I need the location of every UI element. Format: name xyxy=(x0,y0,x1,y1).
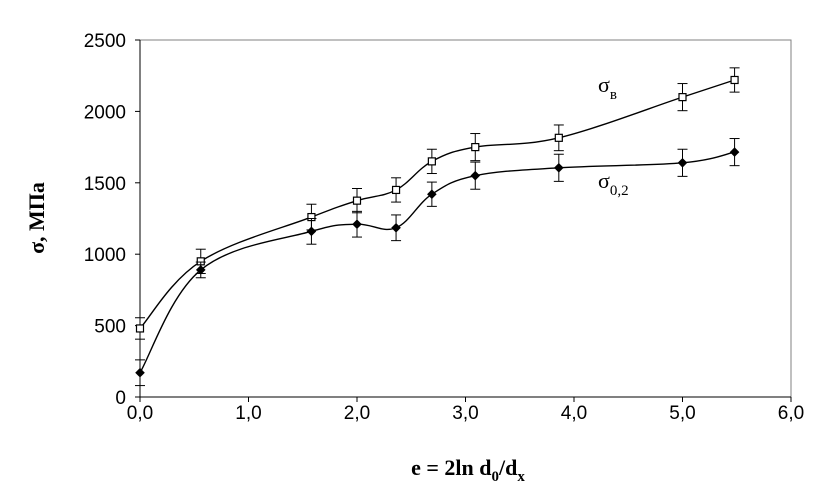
y-tick-label: 1000 xyxy=(84,245,126,266)
y-axis-title: σ, МПа xyxy=(24,182,49,254)
data-point xyxy=(678,93,687,102)
data-point xyxy=(554,133,563,142)
data-point xyxy=(195,265,206,275)
series-0 xyxy=(135,67,740,340)
series-1 xyxy=(135,138,740,387)
data-point xyxy=(135,367,145,378)
x-axis-title-sub1: 0 xyxy=(492,469,500,485)
series-label-sigma-02-sub: 0,2 xyxy=(610,183,629,199)
y-tick-label: 0 xyxy=(115,388,126,409)
data-point xyxy=(427,157,436,166)
data-point xyxy=(471,143,480,152)
data-point xyxy=(729,147,740,157)
data-point xyxy=(306,226,317,237)
data-point xyxy=(427,189,437,200)
axes: 0,0 1,0 2,0 3,0 4,0 5,0 6,0 0 500 1000 1500 2000 250… xyxy=(84,31,804,424)
x-axis-title-sub2: x xyxy=(517,469,525,485)
series-label-sigma-v-main: σ xyxy=(598,72,610,97)
y-tick-label: 500 xyxy=(94,317,126,338)
data-point xyxy=(391,185,401,195)
x-axis-title-main: e = 2ln d xyxy=(411,455,491,480)
series-line xyxy=(139,151,735,374)
series-label-sigma-v-sub: в xyxy=(610,87,617,103)
x-axis-title: e = 2ln d0/dx xyxy=(411,455,525,485)
x-tick-label: 2,0 xyxy=(344,403,370,424)
data-point xyxy=(470,170,481,181)
x-tick-label: 6,0 xyxy=(778,403,804,424)
y-tick-label: 1500 xyxy=(84,174,126,195)
series-label-sigma-02-main: σ xyxy=(598,168,610,193)
x-tick-label: 4,0 xyxy=(561,403,587,424)
x-axis-title-mid: /d xyxy=(498,455,517,480)
series-label-sigma-v: σв xyxy=(598,72,617,103)
x-tick-label: 5,0 xyxy=(669,403,695,424)
y-tick-label: 2000 xyxy=(84,102,126,123)
data-point xyxy=(677,158,688,168)
series-layer xyxy=(135,67,740,387)
x-tick-label: 0,0 xyxy=(127,403,153,424)
data-point xyxy=(352,219,362,230)
data-point xyxy=(135,324,145,333)
data-point xyxy=(352,196,362,205)
series-label-sigma-02: σ0,2 xyxy=(598,168,629,199)
series-line xyxy=(139,79,735,329)
x-tick-label: 1,0 xyxy=(235,403,261,424)
data-point xyxy=(730,75,739,85)
data-point xyxy=(391,222,401,233)
data-point xyxy=(554,163,564,173)
x-tick-label: 3,0 xyxy=(452,403,478,424)
y-tick-label: 2500 xyxy=(84,31,126,52)
